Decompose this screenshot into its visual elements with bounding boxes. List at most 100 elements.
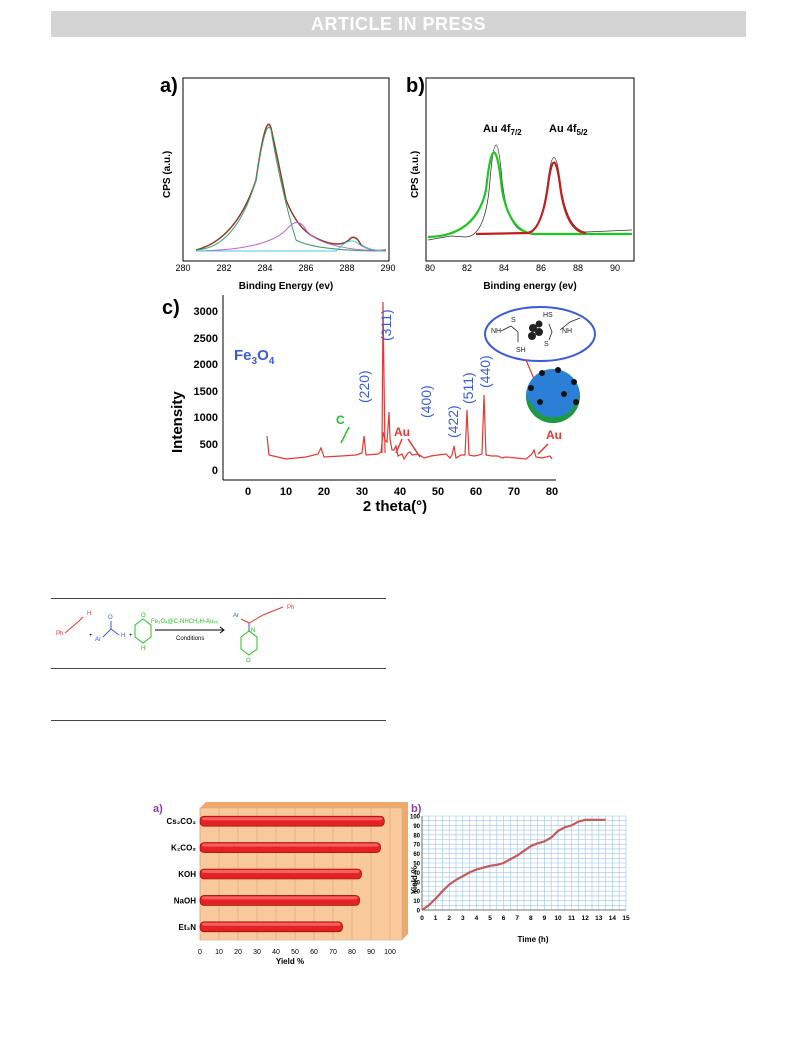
panel-c-xlabel: 2 theta(°): [363, 498, 427, 515]
tick-label: 6: [502, 915, 506, 922]
cluster: [573, 399, 579, 405]
tick: 88: [573, 263, 583, 273]
panel-c-c-arrow: [340, 426, 350, 444]
hkl-311: (311): [378, 309, 394, 341]
reaction-scheme: Ph H + Ar O H + H O Fe₃O₄@C-NHCH₂H-Au₅₅ …: [56, 605, 294, 664]
aryl-label-2: Ar: [233, 613, 239, 619]
tick: 10: [280, 486, 292, 498]
bar-categories: Cs₂CO₃ K₂CO₃ KOH NaOH Et₃N: [167, 817, 197, 932]
tick-label: 90: [413, 824, 420, 830]
panel-b-fit-7-2: [427, 151, 632, 239]
tick-label: 0: [417, 909, 421, 915]
plus-2: +: [129, 633, 133, 639]
panel-c-c-label: C: [336, 413, 345, 427]
panel-a-xticks: 280 282 284 286 288 290: [175, 263, 395, 273]
tick: 20: [318, 486, 330, 498]
inset-ligand: NH S SH HS S NH: [491, 312, 572, 354]
bar-highlight: [202, 843, 379, 847]
panel-c-hkl-labels: (220) (311) (400) (422) (511) (440): [356, 309, 493, 438]
panel-c-au-label-2: Au: [546, 428, 562, 442]
scheme-reactants: Ph H + Ar O H + H O: [56, 611, 152, 652]
yield-curve: [421, 818, 606, 911]
cluster: [555, 367, 561, 373]
inset-bonds: [500, 317, 581, 342]
tick-label: 10: [215, 949, 223, 956]
inset-s1: S: [511, 317, 516, 324]
inset-sh: SH: [516, 347, 526, 354]
product-o: O: [246, 658, 251, 664]
panel-a-component-3: [196, 240, 387, 252]
tick-label: 50: [413, 862, 420, 868]
inset-coating: [526, 396, 580, 423]
tick-label: 60: [310, 949, 318, 956]
tick-label: 5: [488, 915, 492, 922]
tick: 0: [212, 465, 218, 477]
tick: 288: [339, 263, 354, 273]
hkl-511: (511): [460, 372, 476, 404]
tick: 1500: [194, 386, 218, 398]
panel-b-label: b): [406, 75, 425, 97]
panel-b-xticks: 80 82 84 86 88 90: [425, 263, 620, 273]
panel-c-xticks: 0 10 20 30 40 50 60 70 80: [245, 486, 558, 498]
panel-b-ylabel: CPS (a.u.): [410, 151, 421, 198]
inset-s2: S: [544, 341, 549, 348]
panel-b-peak2-label: Au 4f5/2: [549, 123, 588, 137]
scheme-mid-rule: [51, 668, 386, 669]
tick-label: 40: [413, 871, 420, 877]
tick: 30: [356, 486, 368, 498]
phenyl-label-1: Ph: [56, 631, 63, 637]
tick: 40: [394, 486, 406, 498]
category-label: Cs₂CO₃: [167, 817, 197, 826]
bar-highlight: [202, 870, 360, 873]
category-label: Et₃N: [179, 923, 197, 932]
panel-c-inset: NH S SH HS S NH: [484, 306, 596, 423]
panel-c-compound: Fe3O4: [234, 347, 275, 367]
panel-a-component-1: [195, 126, 387, 252]
panel-c-311-peak: [381, 301, 386, 454]
line-ylabel: Yield %: [410, 866, 419, 894]
panel-a-envelope: [195, 123, 387, 252]
tick: 50: [432, 486, 444, 498]
tick: 60: [470, 486, 482, 498]
alkyne-h: H: [87, 611, 91, 617]
line-xlabel: Time (h): [518, 935, 549, 944]
tick-label: 12: [582, 915, 590, 922]
cluster: [571, 379, 577, 385]
hkl-440: (440): [477, 355, 493, 388]
propargyl-bond: [240, 606, 284, 624]
panel-c-yticks: 0 500 1000 1500 2000 2500 3000: [194, 306, 218, 477]
tick-label: 30: [413, 880, 420, 886]
tick: 290: [380, 263, 395, 273]
product-morpholine: [240, 630, 258, 656]
hkl-220: (220): [356, 370, 372, 403]
tick-label: 10: [413, 899, 420, 905]
au-atom: [529, 324, 537, 332]
phenyl-label-2: Ph: [287, 605, 294, 611]
panel-c-label: c): [162, 297, 180, 319]
tick-label: 80: [413, 833, 420, 839]
bar-xticks: 0 10 20 30 40 50 60 70 80 90 100: [198, 949, 396, 956]
bar-highlight: [202, 896, 358, 900]
tick-label: 60: [413, 852, 420, 858]
inset-surface-clusters: [528, 367, 579, 405]
scheme-top-rule: [51, 598, 386, 599]
au-atom: [528, 332, 536, 340]
tick: 2500: [194, 333, 218, 345]
panel-a-frame: [182, 77, 390, 262]
line-yticks: 0 10 20 30 40 50 60 70 80 90 100: [410, 815, 421, 915]
tick: 2000: [194, 359, 218, 371]
tick: 84: [499, 263, 509, 273]
scheme-bottom-rule: [51, 720, 386, 721]
cluster: [537, 399, 543, 405]
tick-label: 80: [348, 949, 356, 956]
tick: 86: [536, 263, 546, 273]
au-atom: [535, 320, 543, 328]
tick-label: 70: [329, 949, 337, 956]
catalyst-label: Fe₃O₄@C-NHCH₂H-Au₅₅: [151, 619, 219, 625]
cluster: [528, 385, 534, 391]
tick: 80: [546, 486, 558, 498]
tick: 90: [610, 263, 620, 273]
tick-label: 4: [475, 915, 479, 922]
tick-label: 40: [272, 949, 280, 956]
bar-highlight: [202, 922, 341, 926]
